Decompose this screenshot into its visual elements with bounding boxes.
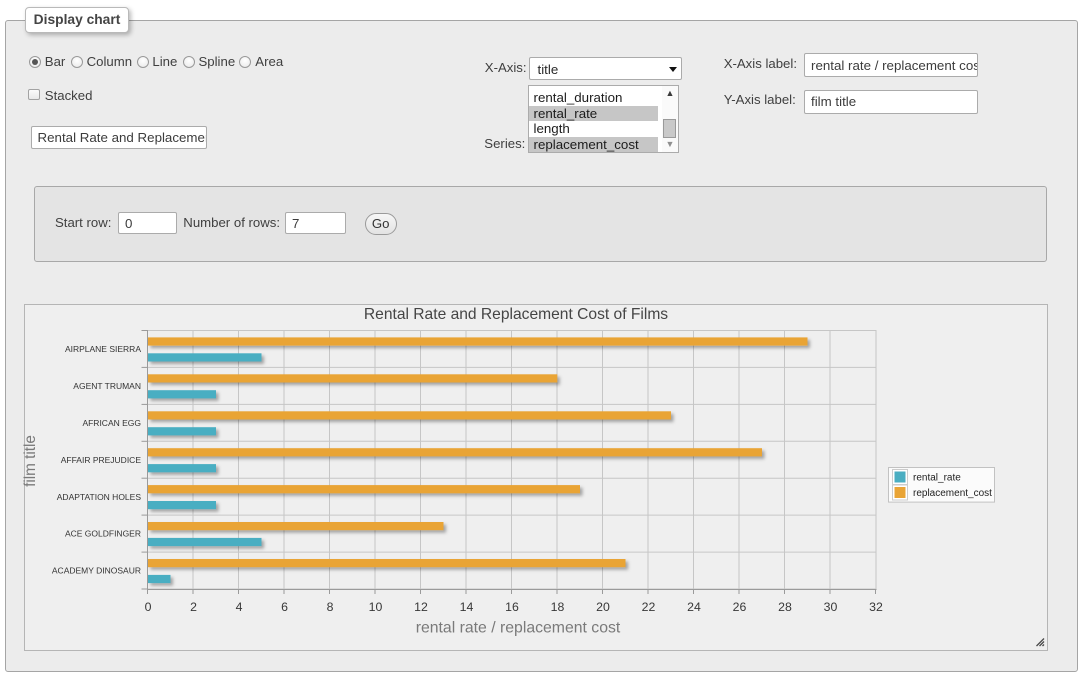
svg-text:26: 26 [733, 600, 747, 614]
svg-text:10: 10 [369, 600, 383, 614]
svg-text:18: 18 [551, 600, 565, 614]
svg-text:AIRPLANE SIERRA: AIRPLANE SIERRA [65, 344, 141, 354]
svg-text:6: 6 [281, 600, 288, 614]
svg-text:8: 8 [327, 600, 334, 614]
svg-text:20: 20 [596, 600, 610, 614]
svg-text:2: 2 [190, 600, 197, 614]
svg-text:28: 28 [778, 600, 792, 614]
svg-text:AGENT TRUMAN: AGENT TRUMAN [73, 381, 141, 391]
svg-text:rental rate / replacement cost: rental rate / replacement cost [416, 620, 621, 637]
svg-text:ADAPTATION HOLES: ADAPTATION HOLES [57, 492, 142, 502]
svg-text:12: 12 [414, 600, 428, 614]
svg-text:22: 22 [642, 600, 656, 614]
svg-text:32: 32 [869, 600, 883, 614]
svg-text:16: 16 [505, 600, 519, 614]
svg-text:AFRICAN EGG: AFRICAN EGG [82, 418, 141, 428]
svg-text:24: 24 [687, 600, 701, 614]
svg-text:ACADEMY DINOSAUR: ACADEMY DINOSAUR [52, 566, 141, 576]
svg-text:14: 14 [460, 600, 474, 614]
svg-text:rental_rate: rental_rate [913, 472, 961, 483]
svg-text:AFFAIR PREJUDICE: AFFAIR PREJUDICE [61, 455, 142, 465]
svg-text:0: 0 [145, 600, 152, 614]
svg-text:30: 30 [824, 600, 838, 614]
svg-text:4: 4 [236, 600, 243, 614]
svg-text:replacement_cost: replacement_cost [913, 488, 992, 499]
svg-text:Rental Rate and Replacement Co: Rental Rate and Replacement Cost of Film… [364, 306, 668, 323]
svg-text:ACE GOLDFINGER: ACE GOLDFINGER [65, 529, 141, 539]
svg-text:film title: film title [22, 435, 39, 487]
